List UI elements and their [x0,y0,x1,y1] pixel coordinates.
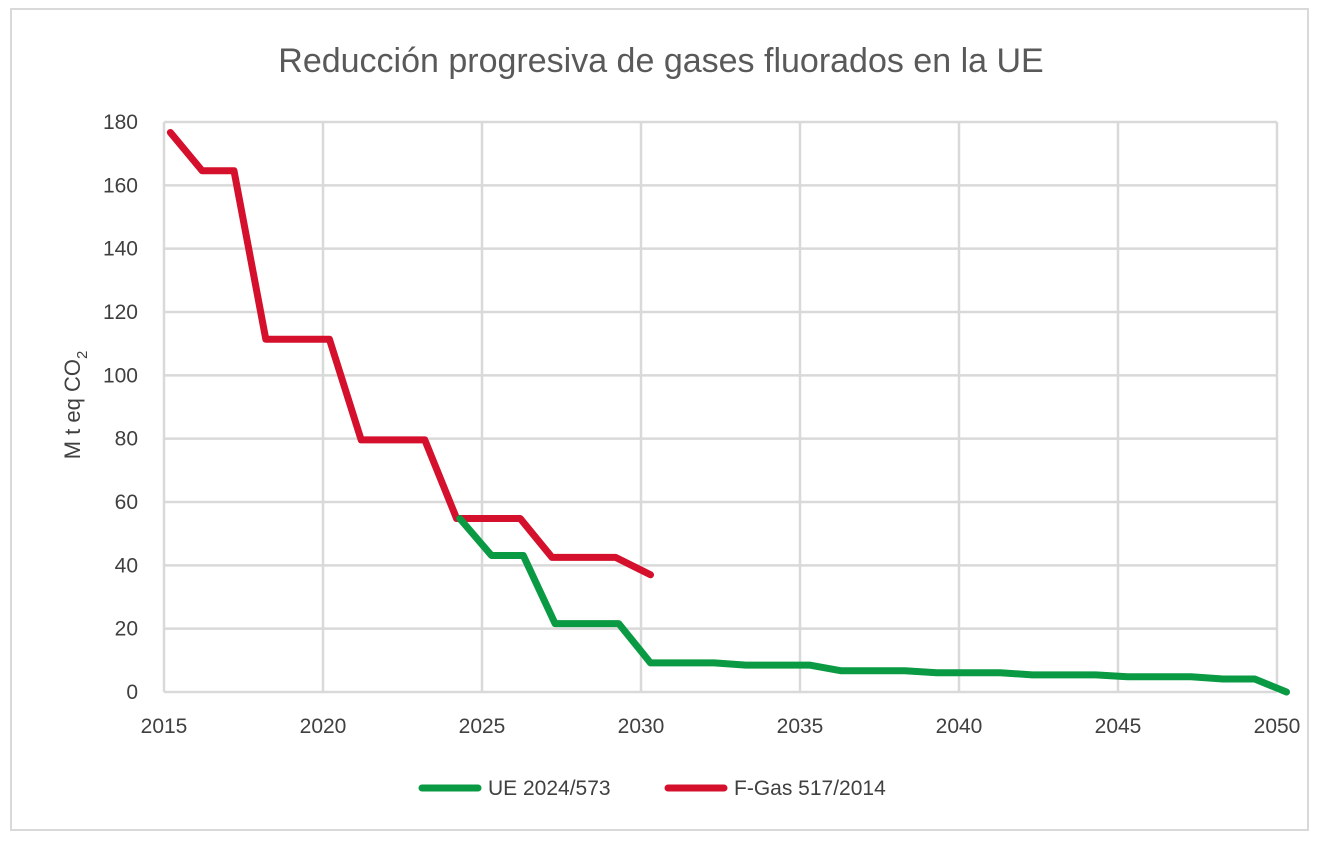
y-tick-label: 0 [126,681,138,704]
y-tick-label: 100 [103,364,138,387]
x-tick-labels: 2015 2020 2025 2030 2035 2040 2045 2050 [141,715,1301,738]
series-line [166,129,654,579]
horizontal-gridlines [164,120,1277,694]
x-tick-label: 2030 [618,715,665,738]
vertical-gridlines [162,122,1279,692]
legend-label: F-Gas 517/2014 [734,777,886,800]
legend-item: UE 2024/573 [418,777,611,800]
y-tick-label: 80 [115,428,138,451]
x-tick-label: 2045 [1095,715,1142,738]
x-tick-label: 2015 [141,715,188,738]
legend: UE 2024/573 F-Gas 517/2014 [418,777,886,800]
series-line [456,515,1290,696]
x-tick-label: 2040 [936,715,983,738]
x-tick-label: 2025 [459,715,506,738]
legend-item: F-Gas 517/2014 [664,777,886,800]
y-tick-label: 180 [103,111,138,134]
x-tick-label: 2050 [1254,715,1301,738]
y-tick-label: 20 [115,618,138,641]
legend-label: UE 2024/573 [488,777,611,800]
chart-title: Reducción progresiva de gases fluorados … [278,42,1043,80]
x-tick-label: 2020 [300,715,347,738]
y-tick-labels: 0 20 40 60 80 100 120 140 160 180 [103,111,138,704]
y-axis-label: M t eq CO2 [60,351,91,460]
y-tick-label: 160 [103,174,138,197]
y-tick-label: 140 [103,238,138,261]
y-tick-label: 60 [115,491,138,514]
chart-frame [10,8,1309,831]
x-tick-label: 2035 [777,715,824,738]
y-tick-label: 120 [103,301,138,324]
series-lines [166,129,1290,696]
y-tick-label: 40 [115,554,138,577]
